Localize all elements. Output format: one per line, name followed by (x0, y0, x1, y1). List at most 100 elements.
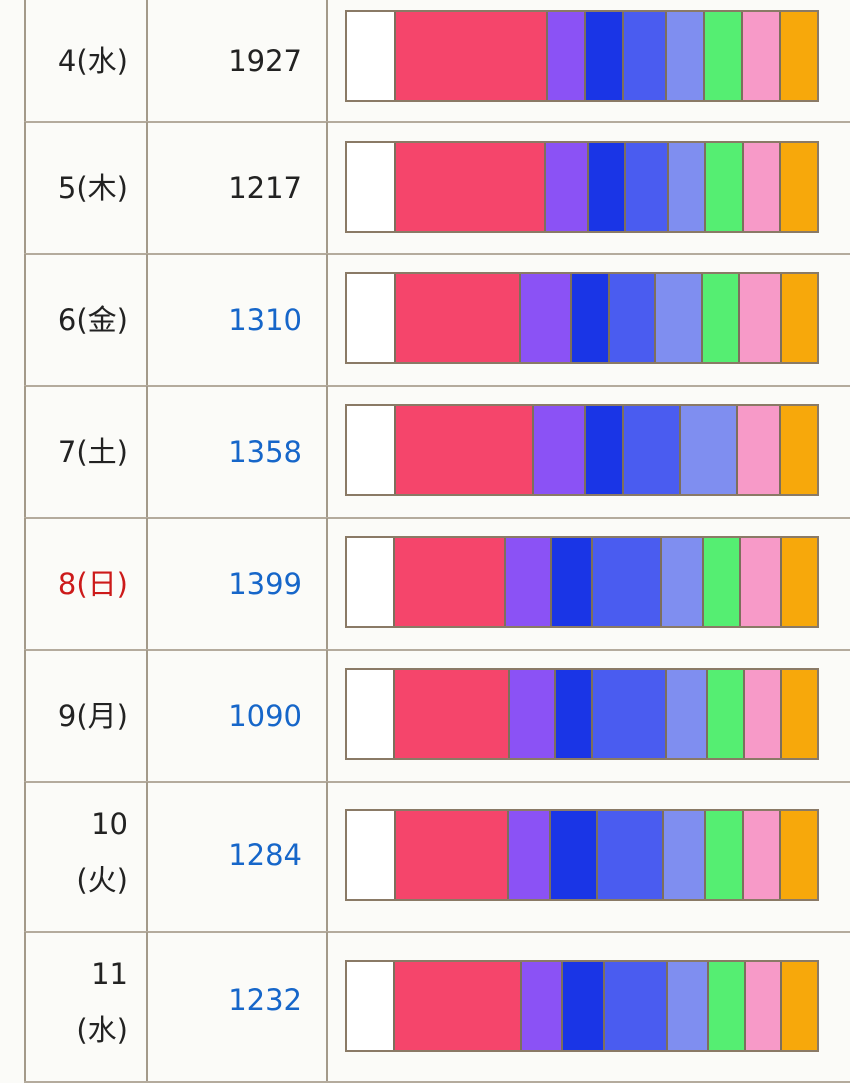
date-label: 4(水) (57, 44, 128, 78)
date-label: 8(日) (57, 567, 128, 601)
count-link[interactable]: 1399 (228, 567, 302, 601)
bar-segment (707, 962, 744, 1050)
stacked-bar (345, 141, 819, 233)
stacked-bar (345, 536, 819, 628)
table-row: 8(日) 1399 (0, 518, 850, 650)
bar-segment (347, 406, 395, 494)
table-row: 6(金) 1310 (0, 254, 850, 386)
bar-segment (700, 274, 738, 362)
date-label: 5(木) (57, 171, 128, 205)
date-cell (24, 386, 148, 518)
bar-segment (622, 12, 666, 100)
bar-segment (392, 962, 521, 1050)
bar-segment (666, 962, 708, 1050)
count-value: 1927 (228, 44, 302, 78)
bar-segment (665, 12, 703, 100)
bar-segment (347, 670, 394, 758)
bar-segment (602, 962, 667, 1050)
bar-segment (778, 406, 817, 494)
bar-segment (778, 12, 817, 100)
bar-segment (780, 670, 817, 758)
bar-segment (544, 143, 587, 231)
bar-segment (506, 811, 550, 899)
bar-segment (737, 274, 780, 362)
bar-segment (584, 406, 623, 494)
date-label: 6(金) (57, 303, 128, 337)
bar-segment (622, 406, 680, 494)
bar-segment (393, 274, 520, 362)
bar-segment (660, 538, 702, 626)
bar-segment (347, 143, 394, 231)
date-cell (24, 518, 148, 650)
stacked-bar (345, 10, 819, 102)
bar-segment (666, 143, 705, 231)
bar-segment (780, 962, 817, 1050)
bar-segment (703, 12, 741, 100)
count-cell (148, 386, 328, 518)
bar-segment (519, 274, 571, 362)
table-row: 9(月) 1090 (0, 650, 850, 782)
bar-segment (546, 12, 585, 100)
bar-segment (661, 811, 705, 899)
count-cell (148, 122, 328, 254)
date-label: 9(月) (57, 699, 128, 733)
bar-segment (779, 811, 817, 899)
bar-segment (394, 12, 547, 100)
bar-segment (347, 811, 394, 899)
date-label: 10 (火) (76, 807, 128, 897)
bar-segment (780, 538, 817, 626)
count-value: 1217 (228, 171, 302, 205)
count-link[interactable]: 1310 (228, 303, 302, 337)
bar-segment (743, 670, 781, 758)
bar-segment (704, 143, 742, 231)
stacked-bar (345, 668, 819, 760)
bar-segment (591, 538, 661, 626)
bar-segment (736, 406, 779, 494)
bar-segment (549, 538, 592, 626)
bar-segment (706, 670, 744, 758)
bar-segment (394, 406, 533, 494)
count-link[interactable]: 1232 (228, 983, 302, 1017)
bar-segment (704, 811, 742, 899)
row-divider (24, 121, 850, 123)
bar-segment (532, 406, 585, 494)
stacked-bar (345, 809, 819, 901)
bar-segment (584, 12, 623, 100)
date-cell (24, 932, 148, 1082)
bar-segment (561, 962, 603, 1050)
count-cell (148, 518, 328, 650)
row-divider (24, 781, 850, 783)
date-cell (24, 782, 148, 932)
stacked-bar (345, 404, 819, 496)
bar-segment (520, 962, 562, 1050)
table-row: 10 (火) 1284 (0, 782, 850, 932)
count-link[interactable]: 1358 (228, 435, 302, 469)
count-link[interactable]: 1284 (228, 838, 302, 872)
date-cell (24, 254, 148, 386)
table-row: 4(水) 1927 (0, 0, 850, 122)
count-cell (148, 0, 328, 122)
bar-segment (549, 811, 597, 899)
row-divider (24, 931, 850, 933)
bar-segment (503, 538, 550, 626)
bar-segment (741, 143, 780, 231)
count-link[interactable]: 1090 (228, 699, 302, 733)
count-cell (148, 254, 328, 386)
bar-segment (554, 670, 592, 758)
date-label: 7(土) (57, 435, 128, 469)
count-cell (148, 932, 328, 1082)
bar-segment (607, 274, 655, 362)
bar-segment (738, 538, 781, 626)
bar-segment (779, 143, 817, 231)
bar-segment (624, 143, 667, 231)
row-divider (24, 385, 850, 387)
bar-segment (741, 811, 780, 899)
stacked-bar (345, 272, 819, 364)
bar-segment (347, 12, 395, 100)
bar-segment (679, 406, 737, 494)
count-cell (148, 650, 328, 782)
bar-segment (347, 274, 394, 362)
bar-segment (664, 670, 707, 758)
row-divider (24, 649, 850, 651)
bar-segment (347, 538, 394, 626)
